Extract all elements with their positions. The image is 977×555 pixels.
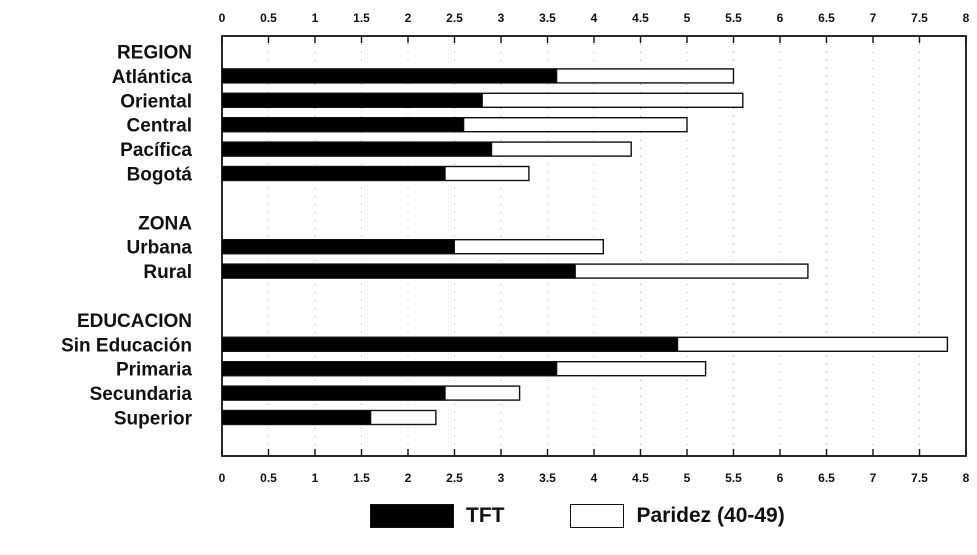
x-tick-label-top: 8 [963, 11, 970, 25]
legend-swatch-paridez [570, 504, 625, 528]
x-tick-label-top: 2 [405, 11, 412, 25]
category-label: Central [127, 116, 192, 137]
x-tick-label-bottom: 4 [591, 471, 598, 485]
x-tick-label-top: 4 [591, 11, 598, 25]
x-tick-label-top: 3.5 [539, 11, 556, 25]
bar-tft [221, 141, 493, 157]
x-tick-label-bottom: 1 [312, 471, 319, 485]
category-label: Bogotá [127, 165, 193, 186]
x-tick-label-bottom: 0.5 [260, 471, 277, 485]
x-tick-label-bottom: 3 [498, 471, 505, 485]
bar-chart: 0 0 0.5 0.5 1 1 1.5 1.5 2 2 2.5 2.5 3 3 3.5 3.5 4 4 4.5 4.5… [61, 11, 970, 485]
category-label: Primaria [116, 360, 192, 381]
category-label: Rural [143, 262, 192, 283]
bar-tft [221, 263, 576, 279]
legend-label-tft: TFT [466, 504, 505, 527]
x-tick-label-bottom: 1.5 [353, 471, 370, 485]
x-tick-label-top: 1.5 [353, 11, 370, 25]
x-tick-label-bottom: 3.5 [539, 471, 556, 485]
x-tick-label-top: 4.5 [632, 11, 649, 25]
legend-label-paridez: Paridez (40-49) [636, 504, 785, 527]
x-tick-label-top: 1 [312, 11, 319, 25]
group-label: ZONA [138, 213, 192, 234]
category-label: Sin Educación [61, 335, 192, 356]
group-label: REGION [117, 43, 192, 64]
x-tick-label-top: 7 [870, 11, 877, 25]
x-tick-label-top: 5 [684, 11, 691, 25]
x-tick-label-bottom: 2 [405, 471, 412, 485]
bar-tft [221, 410, 372, 425]
group-label: EDUCACION [77, 311, 192, 332]
x-tick-label-top: 0.5 [260, 11, 277, 25]
bar-tft [221, 336, 679, 352]
x-tick-label-top: 0 [219, 11, 226, 25]
category-label: Secundaria [90, 384, 193, 405]
category-label: Pacífica [120, 140, 192, 161]
x-tick-label-bottom: 6 [777, 471, 784, 485]
bar-tft [221, 68, 558, 84]
x-tick-label-top: 6.5 [818, 11, 835, 25]
x-tick-label-top: 3 [498, 11, 505, 25]
x-tick-label-bottom: 2.5 [446, 471, 463, 485]
category-label: Atlántica [112, 67, 193, 88]
legend: TFT Paridez (40-49) [370, 499, 785, 533]
x-tick-label-top: 7.5 [911, 11, 928, 25]
x-tick-label-bottom: 5.5 [725, 471, 742, 485]
bar-tft [221, 385, 446, 401]
bar-tft [221, 239, 455, 255]
x-tick-label-top: 6 [777, 11, 784, 25]
category-label: Urbana [127, 238, 193, 259]
x-tick-label-top: 2.5 [446, 11, 463, 25]
x-tick-label-bottom: 6.5 [818, 471, 835, 485]
bar-tft [221, 92, 483, 108]
category-label: Superior [114, 409, 193, 430]
x-tick-label-bottom: 8 [963, 471, 970, 485]
bar-tft [221, 166, 446, 181]
x-tick-label-bottom: 7.5 [911, 471, 928, 485]
category-label: Oriental [120, 91, 192, 112]
x-tick-label-bottom: 0 [219, 471, 226, 485]
x-tick-label-top: 5.5 [725, 11, 742, 25]
bar-tft [221, 361, 558, 377]
bar-tft [221, 117, 465, 133]
x-tick-label-bottom: 5 [684, 471, 691, 485]
x-tick-label-bottom: 7 [870, 471, 877, 485]
x-tick-label-bottom: 4.5 [632, 471, 649, 485]
legend-swatch-tft [370, 504, 454, 528]
